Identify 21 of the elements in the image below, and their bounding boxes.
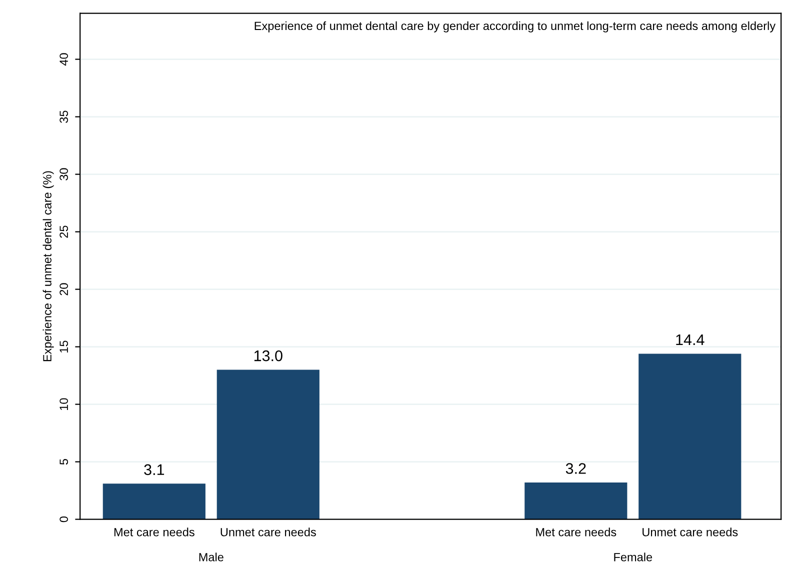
x-tick-label: Met care needs xyxy=(536,528,616,536)
y-axis-title: Experience of unmet dental care (%) xyxy=(42,171,54,362)
y-tick-label: 20 xyxy=(60,283,68,296)
y-tick-label: 15 xyxy=(60,340,68,352)
y-tick-label: 35 xyxy=(60,110,68,123)
data-label: 3.1 xyxy=(144,464,164,476)
y-tick-label: 5 xyxy=(60,459,68,465)
y-tick-label: 10 xyxy=(60,398,68,410)
y-tick-label: 0 xyxy=(60,516,68,522)
x-tick-label: Unmet care needs xyxy=(642,528,738,536)
x-tick-label: Unmet care needs xyxy=(220,528,316,536)
y-tick-label: 40 xyxy=(60,53,68,66)
y-tick-label: 25 xyxy=(60,226,68,238)
text: Female xyxy=(614,552,652,562)
text: Male xyxy=(199,552,224,562)
y-tick-label: 30 xyxy=(60,168,68,180)
text: Experience of unmet dental care by gender according to unmet long-term care needs among elderly xyxy=(254,21,776,32)
x-tick-label: Met care needs xyxy=(114,528,194,536)
data-label: 13.0 xyxy=(254,350,282,362)
data-label: 3.2 xyxy=(566,463,586,474)
data-label: 14.4 xyxy=(676,334,704,345)
